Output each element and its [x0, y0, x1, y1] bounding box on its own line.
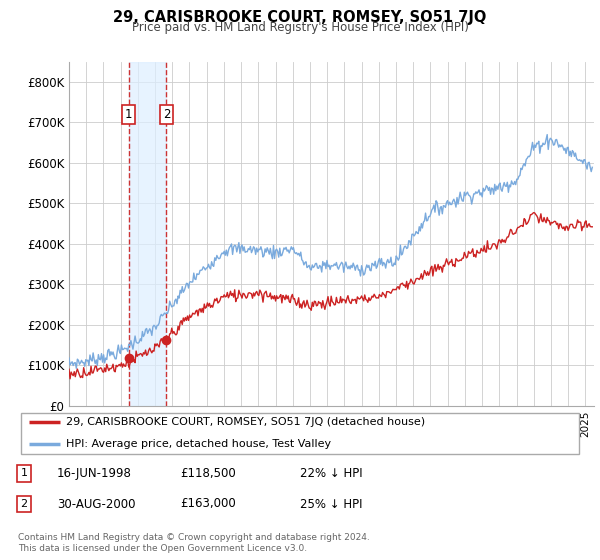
Text: 2: 2 — [163, 108, 170, 121]
Text: 22% ↓ HPI: 22% ↓ HPI — [300, 466, 362, 480]
Text: Contains HM Land Registry data © Crown copyright and database right 2024.
This d: Contains HM Land Registry data © Crown c… — [18, 533, 370, 553]
Text: Price paid vs. HM Land Registry's House Price Index (HPI): Price paid vs. HM Land Registry's House … — [131, 21, 469, 34]
FancyBboxPatch shape — [21, 413, 579, 454]
Text: 29, CARISBROOKE COURT, ROMSEY, SO51 7JQ (detached house): 29, CARISBROOKE COURT, ROMSEY, SO51 7JQ … — [66, 417, 425, 427]
Text: 2: 2 — [20, 499, 28, 509]
Text: £163,000: £163,000 — [180, 497, 236, 511]
Text: HPI: Average price, detached house, Test Valley: HPI: Average price, detached house, Test… — [66, 438, 331, 449]
Text: 29, CARISBROOKE COURT, ROMSEY, SO51 7JQ: 29, CARISBROOKE COURT, ROMSEY, SO51 7JQ — [113, 10, 487, 25]
Text: 25% ↓ HPI: 25% ↓ HPI — [300, 497, 362, 511]
Text: £118,500: £118,500 — [180, 466, 236, 480]
Text: 30-AUG-2000: 30-AUG-2000 — [57, 497, 136, 511]
Text: 1: 1 — [125, 108, 133, 121]
Text: 1: 1 — [20, 468, 28, 478]
Bar — [128, 62, 166, 406]
Text: 16-JUN-1998: 16-JUN-1998 — [57, 466, 132, 480]
